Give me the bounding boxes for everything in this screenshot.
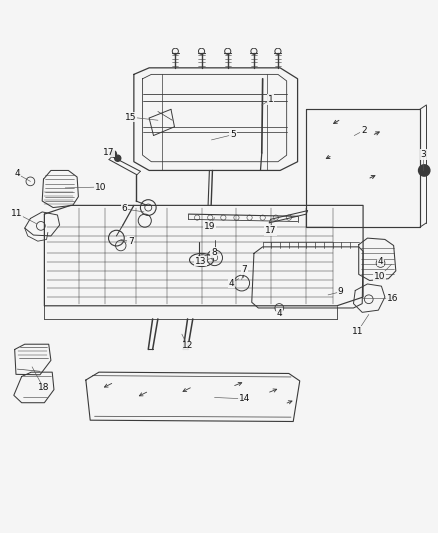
Text: 5: 5 bbox=[230, 130, 236, 139]
Text: 7: 7 bbox=[241, 265, 247, 274]
Text: 17: 17 bbox=[265, 226, 276, 235]
Text: 11: 11 bbox=[11, 209, 22, 218]
Text: 10: 10 bbox=[374, 272, 385, 281]
Text: 2: 2 bbox=[361, 126, 367, 135]
Circle shape bbox=[110, 151, 117, 157]
Text: 14: 14 bbox=[239, 394, 250, 403]
Text: 10: 10 bbox=[95, 182, 106, 191]
Text: 9: 9 bbox=[338, 287, 343, 296]
Text: 17: 17 bbox=[103, 148, 115, 157]
Text: 3: 3 bbox=[420, 150, 426, 159]
Text: 4: 4 bbox=[276, 309, 282, 318]
Text: 4: 4 bbox=[14, 169, 20, 179]
Text: 12: 12 bbox=[182, 342, 193, 351]
Text: 8: 8 bbox=[211, 248, 217, 257]
Text: 1: 1 bbox=[268, 95, 273, 104]
Circle shape bbox=[115, 155, 121, 161]
Text: 11: 11 bbox=[352, 327, 364, 336]
Text: 4: 4 bbox=[228, 279, 234, 288]
Text: 7: 7 bbox=[128, 237, 134, 246]
Circle shape bbox=[419, 165, 430, 176]
Text: 4: 4 bbox=[378, 257, 383, 266]
Text: 19: 19 bbox=[204, 222, 215, 231]
Text: 6: 6 bbox=[121, 204, 127, 213]
Text: 18: 18 bbox=[38, 383, 49, 392]
Text: 13: 13 bbox=[195, 257, 206, 266]
Text: 15: 15 bbox=[125, 112, 137, 122]
Text: 16: 16 bbox=[387, 294, 399, 303]
